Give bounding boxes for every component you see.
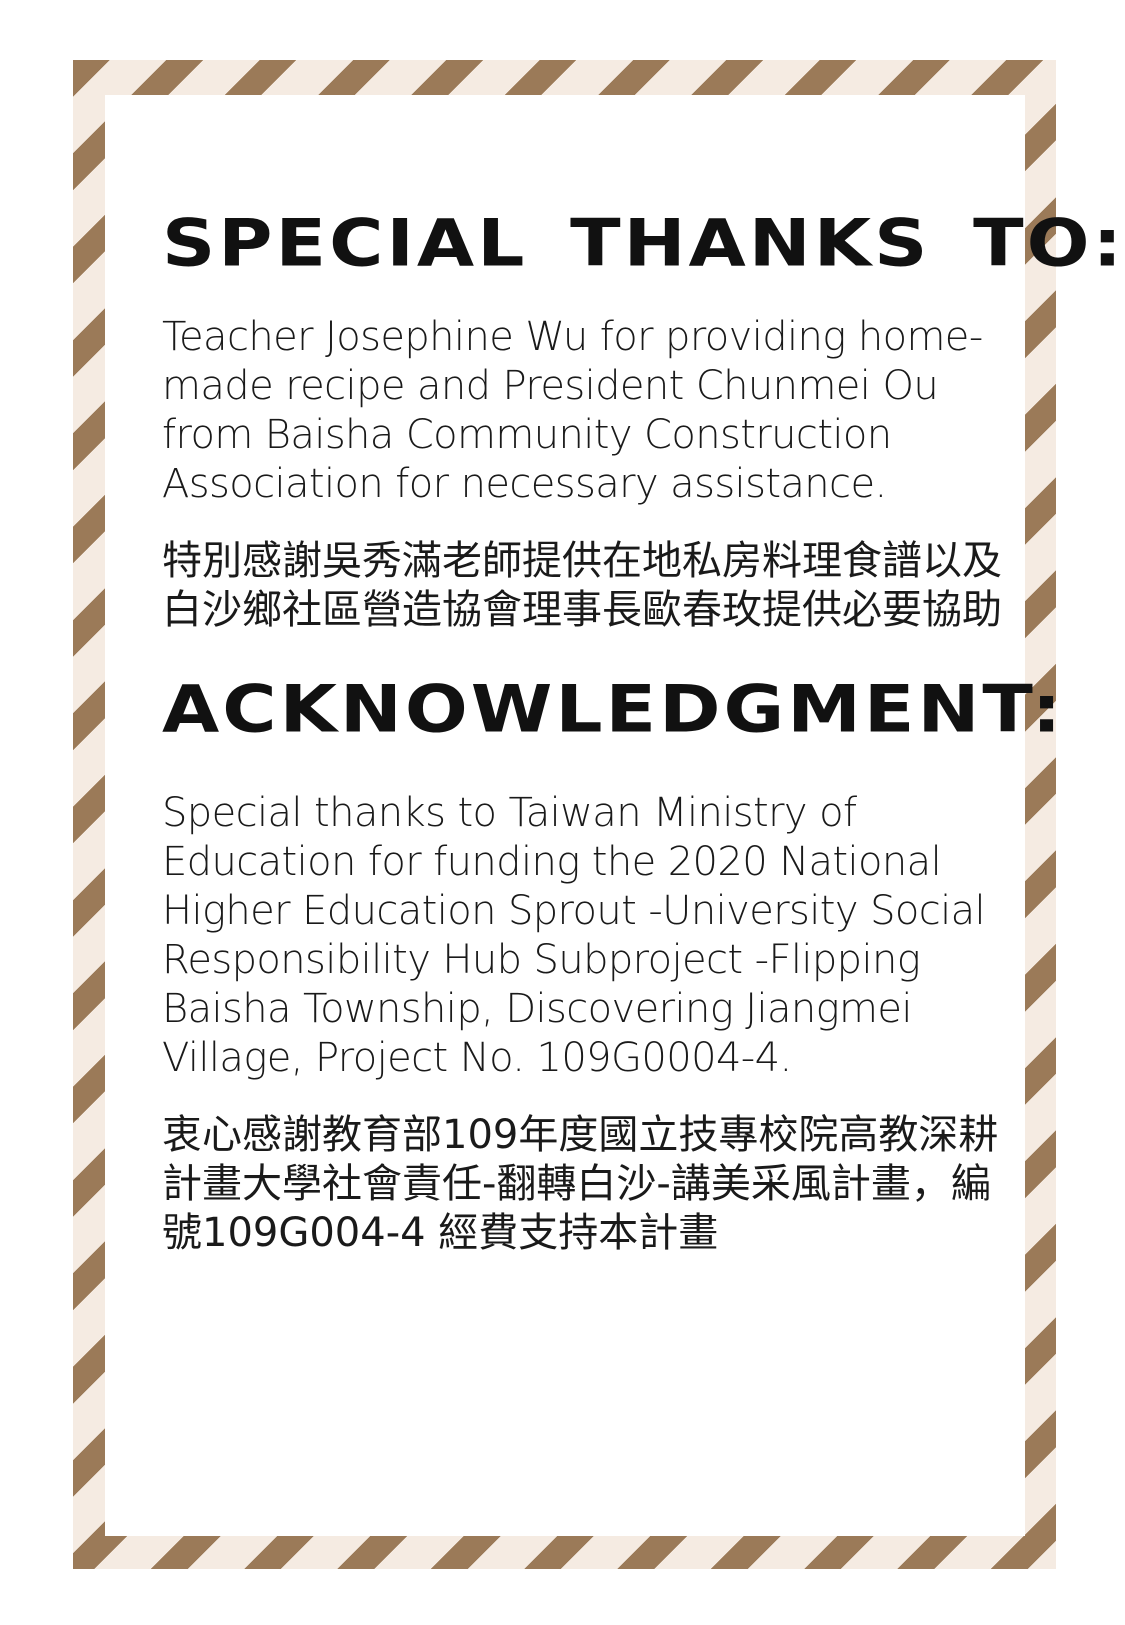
acknowledgment-chinese-text: 衷心感謝教育部109年度國立技專校院高教深耕計畫大學社會責任-翻轉白沙-講美采風… bbox=[162, 1112, 999, 1256]
special-thanks-chinese-text: 特別感謝吳秀滿老師提供在地私房料理食譜以及白沙鄉社區營造協會理事長歐春玫提供必要… bbox=[162, 538, 1002, 633]
acknowledgment-content: SPECIAL THANKS TO: Teacher Josephine Wu … bbox=[162, 195, 1125, 1258]
special-thanks-heading: SPECIAL THANKS TO: bbox=[162, 205, 1125, 282]
acknowledgment-heading: ACKNOWLEDGMENT: bbox=[162, 671, 1065, 748]
acknowledgment-english-text: Special thanks to Taiwan Ministry of Edu… bbox=[162, 790, 986, 1081]
content-card: SPECIAL THANKS TO: Teacher Josephine Wu … bbox=[105, 95, 1125, 1536]
special-thanks-english-text: Teacher Josephine Wu for providing home-… bbox=[162, 314, 983, 507]
